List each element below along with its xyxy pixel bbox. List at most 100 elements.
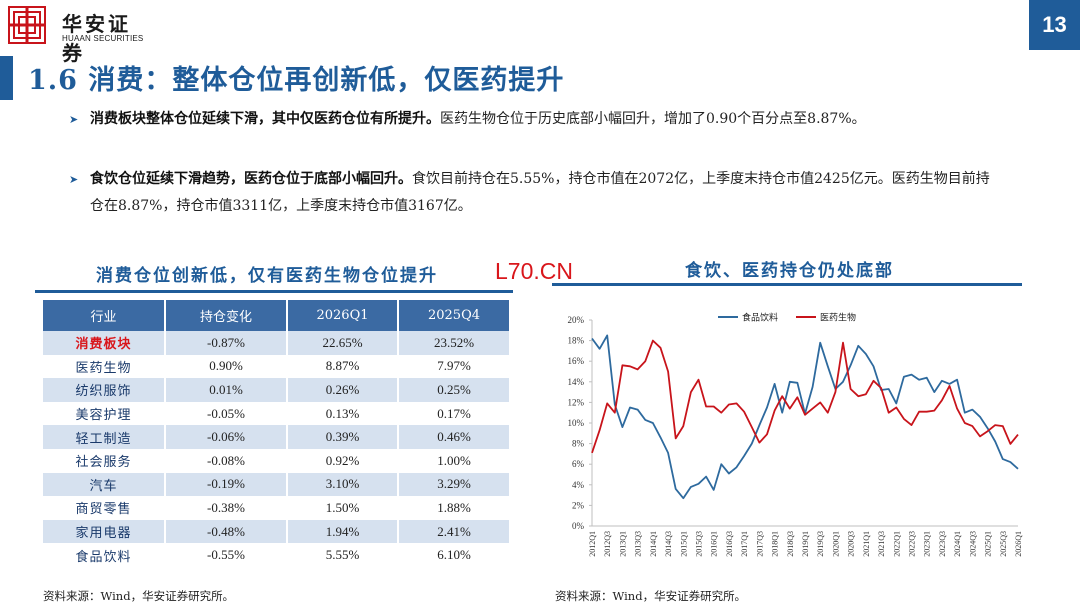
value-cell: 1.94% — [287, 519, 399, 544]
value-cell: -0.55% — [165, 543, 288, 567]
value-cell: 7.97% — [398, 354, 509, 379]
value-cell: 0.46% — [398, 425, 509, 449]
value-cell: 3.29% — [398, 472, 509, 497]
table-header-cell: 2025Q4 — [398, 300, 509, 331]
value-cell: 23.52% — [398, 331, 509, 355]
value-cell: -0.05% — [165, 401, 288, 426]
x-tick-label: 2017Q1 — [740, 531, 749, 557]
value-cell: -0.38% — [165, 496, 288, 520]
value-cell: 1.50% — [287, 496, 399, 520]
x-tick-label: 2014Q3 — [664, 531, 673, 557]
bullet-2-text: 食饮目前持仓在5.55%，持仓市值在2072亿，上季度末持仓市值2425亿元。医… — [90, 171, 990, 214]
logo-english-text: HUAAN SECURITIES — [62, 34, 144, 43]
value-cell: 1.88% — [398, 496, 509, 520]
title-accent-bar — [0, 56, 13, 100]
industry-name-cell: 社会服务 — [43, 448, 166, 473]
value-cell: -0.19% — [165, 472, 288, 497]
huaan-logo-icon — [8, 6, 46, 44]
page-title: 1.6 消费：整体仓位再创新低，仅医药提升 — [28, 65, 565, 96]
x-tick-label: 2016Q1 — [710, 531, 719, 557]
industry-name-cell: 轻工制造 — [43, 425, 166, 449]
table-row: 汽车 -0.19% 3.10% 3.29% — [43, 472, 509, 497]
x-tick-label: 2017Q3 — [755, 531, 764, 557]
value-cell: 1.00% — [398, 448, 509, 473]
table-row: 商贸零售 -0.38% 1.50% 1.88% — [43, 496, 509, 520]
value-cell: -0.06% — [165, 425, 288, 449]
value-cell: 0.25% — [398, 378, 509, 402]
bullet-2-bold: 食饮仓位延续下滑趋势，医药仓位于底部小幅回升。 — [90, 171, 412, 187]
value-cell: 0.17% — [398, 401, 509, 426]
value-cell: -0.48% — [165, 519, 288, 544]
x-tick-label: 2018Q1 — [771, 531, 780, 557]
industry-name-cell: 美容护理 — [43, 401, 166, 426]
x-tick-label: 2014Q1 — [649, 531, 658, 557]
x-tick-label: 2020Q3 — [847, 531, 856, 557]
x-tick-label: 2024Q3 — [968, 531, 977, 557]
industry-name-cell: 食品饮料 — [43, 543, 166, 567]
x-tick-label: 2023Q1 — [923, 531, 932, 557]
holdings-table: 行业 持仓变化 2026Q1 2025Q4 消费板块 -0.87% 22.65% 23… — [43, 300, 509, 567]
y-tick-label: 20% — [568, 315, 585, 325]
x-tick-label: 2025Q3 — [999, 531, 1008, 557]
table-header-cell: 行业 — [43, 300, 166, 331]
logo-chinese-text: 华安证券 — [62, 12, 131, 65]
y-tick-label: 16% — [568, 356, 585, 366]
x-tick-label: 2012Q3 — [603, 531, 612, 557]
industry-name-cell: 纺织服饰 — [43, 378, 166, 402]
value-cell: -0.87% — [165, 331, 288, 355]
y-tick-label: 6% — [572, 459, 585, 469]
table-row: 纺织服饰 0.01% 0.26% 0.25% — [43, 378, 509, 402]
y-tick-label: 18% — [568, 336, 585, 346]
x-tick-label: 2019Q1 — [801, 531, 810, 557]
value-cell: 0.39% — [287, 425, 399, 449]
value-cell: 0.26% — [287, 378, 399, 402]
industry-name-cell: 商贸零售 — [43, 496, 166, 520]
x-tick-label: 2020Q1 — [831, 531, 840, 557]
table-header-row: 行业 持仓变化 2026Q1 2025Q4 — [43, 300, 509, 331]
x-tick-label: 2015Q1 — [679, 531, 688, 557]
chart-section-title: 食饮、医药持仓仍处底部 — [685, 261, 894, 281]
value-cell: 0.92% — [287, 448, 399, 473]
x-tick-label: 2021Q3 — [877, 531, 886, 557]
table-section-title: 消费仓位创新低，仅有医药生物仓位提升 — [96, 266, 438, 286]
industry-name-cell: 医药生物 — [43, 354, 166, 379]
value-cell: 6.10% — [398, 543, 509, 567]
series-line-food-beverage — [591, 334, 1019, 500]
series-line-pharma — [591, 339, 1019, 454]
x-tick-label: 2013Q3 — [634, 531, 643, 557]
legend-label: 医药生物 — [820, 312, 856, 324]
table-source-note: 资料来源：Wind，华安证券研究所。 — [43, 589, 235, 603]
value-cell: 2.41% — [398, 519, 509, 544]
x-tick-label: 2024Q1 — [953, 531, 962, 557]
y-tick-label: 14% — [568, 377, 585, 387]
y-tick-label: 10% — [568, 418, 585, 428]
value-cell: 22.65% — [287, 331, 399, 355]
table-header-cell: 持仓变化 — [165, 300, 288, 331]
table-row: 医药生物 0.90% 8.87% 7.97% — [43, 354, 509, 379]
x-tick-label: 2021Q1 — [862, 531, 871, 557]
x-tick-label: 2025Q1 — [984, 531, 993, 557]
industry-name-cell: 消费板块 — [43, 331, 166, 355]
y-tick-label: 8% — [572, 439, 585, 449]
company-logo: 华安证券 HUAAN SECURITIES — [8, 6, 146, 65]
table-row: 社会服务 -0.08% 0.92% 1.00% — [43, 448, 509, 473]
y-tick-label: 0% — [572, 521, 585, 531]
table-row: 食品饮料 -0.55% 5.55% 6.10% — [43, 543, 509, 567]
y-tick-label: 2% — [572, 500, 585, 510]
value-cell: 0.90% — [165, 354, 288, 379]
bullet-1-text: 医药生物仓位于历史底部小幅回升，增加了0.90个百分点至8.87%。 — [440, 111, 866, 127]
table-row: 轻工制造 -0.06% 0.39% 0.46% — [43, 425, 509, 449]
table-row: 家用电器 -0.48% 1.94% 2.41% — [43, 519, 509, 544]
x-tick-label: 2016Q3 — [725, 531, 734, 557]
legend-label: 食品饮料 — [742, 312, 778, 324]
watermark-text: L70.CN — [495, 258, 573, 284]
bullet-point-1: ➤ 消费板块整体仓位延续下滑，其中仅医药仓位有所提升。医药生物仓位于历史底部小幅… — [69, 106, 992, 133]
chart-source-note: 资料来源：Wind，华安证券研究所。 — [555, 589, 747, 603]
industry-name-cell: 家用电器 — [43, 519, 166, 544]
value-cell: 3.10% — [287, 472, 399, 497]
x-tick-label: 2015Q3 — [695, 531, 704, 557]
x-tick-label: 2019Q3 — [816, 531, 825, 557]
y-tick-label: 12% — [568, 397, 585, 407]
page-number: 13 — [1029, 0, 1080, 50]
table-header-cell: 2026Q1 — [287, 300, 399, 331]
